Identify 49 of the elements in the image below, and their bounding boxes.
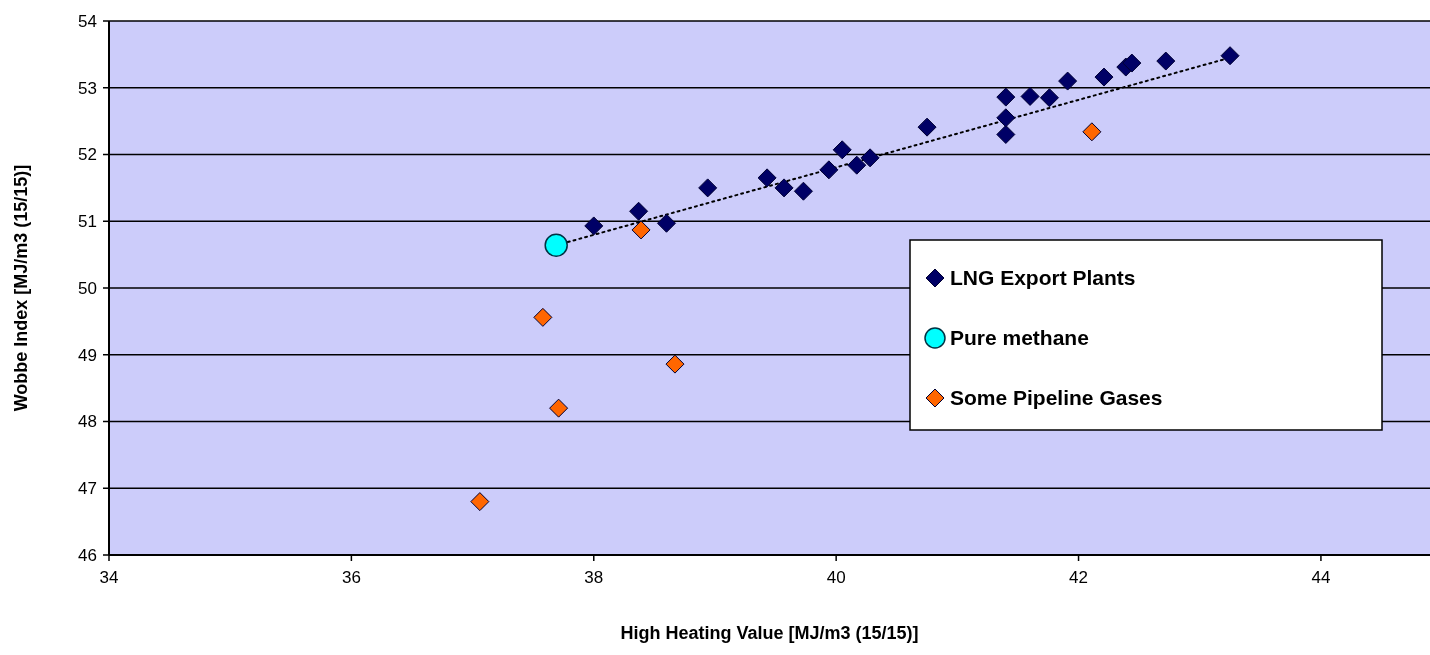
point <box>774 178 794 198</box>
y-tick-label: 48 <box>78 412 97 432</box>
x-axis-title: High Heating Value [MJ/m3 (15/15)] <box>620 623 919 643</box>
point <box>698 178 718 198</box>
point <box>470 492 490 512</box>
point <box>819 160 839 180</box>
y-tick-label: 54 <box>78 11 97 31</box>
point <box>1058 71 1078 91</box>
point <box>631 220 651 240</box>
y-tick-label: 46 <box>78 545 97 565</box>
point <box>1156 51 1176 71</box>
y-axis-title: Wobbe Index [MJ/m3 (15/15)] <box>11 164 31 412</box>
point <box>584 216 604 236</box>
point <box>832 140 852 160</box>
point <box>860 148 880 168</box>
point <box>996 108 1016 128</box>
legend-label: Some Pipeline Gases <box>950 386 1163 410</box>
point <box>533 307 553 327</box>
point <box>1094 67 1114 87</box>
x-tick-label: 42 <box>1069 568 1088 587</box>
point <box>1039 88 1059 108</box>
x-tick-label: 40 <box>826 568 846 587</box>
y-tick-label: 47 <box>78 479 97 499</box>
point <box>847 155 867 175</box>
point <box>1082 122 1102 142</box>
y-tick-label: 52 <box>78 145 97 165</box>
point <box>629 201 649 221</box>
point <box>757 168 777 188</box>
y-tick-label: 51 <box>78 212 97 232</box>
point <box>1122 53 1142 73</box>
legend-label: Pure methane <box>950 326 1089 350</box>
x-tick-label: 38 <box>584 568 604 587</box>
x-tick-label: 36 <box>341 568 361 587</box>
y-tick-label: 50 <box>78 278 97 298</box>
y-tick-label: 49 <box>78 345 97 365</box>
point <box>996 124 1016 144</box>
legend-label: LNG Export Plants <box>950 266 1136 290</box>
point <box>656 213 676 233</box>
x-tick-label: 44 <box>1311 568 1331 587</box>
point <box>549 398 569 418</box>
x-tick-label: 34 <box>99 568 119 587</box>
point <box>665 354 685 374</box>
point <box>544 233 568 258</box>
y-tick-label: 53 <box>78 78 97 98</box>
point <box>793 181 813 201</box>
point <box>917 117 937 137</box>
point <box>1220 46 1240 66</box>
point <box>996 87 1016 107</box>
point <box>1020 86 1040 106</box>
